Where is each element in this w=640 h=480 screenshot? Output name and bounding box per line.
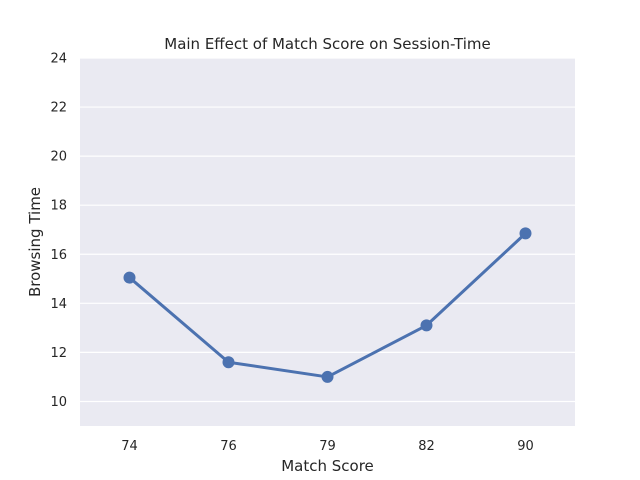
y-tick-24: 24 (50, 52, 67, 67)
x-tick-labels: 74 76 79 82 90 (121, 439, 534, 454)
y-tick-20: 20 (50, 150, 67, 165)
y-tick-10: 10 (50, 395, 67, 410)
y-tick-18: 18 (50, 199, 67, 214)
gridlines (80, 57, 575, 403)
x-tick-74: 74 (121, 439, 138, 454)
data-point-90 (519, 227, 532, 240)
data-point-82 (420, 319, 433, 332)
data-point-79 (321, 370, 334, 383)
y-tick-14: 14 (50, 297, 67, 312)
x-tick-76: 76 (220, 439, 237, 454)
y-tick-12: 12 (50, 346, 67, 361)
x-tick-82: 82 (418, 439, 435, 454)
x-tick-90: 90 (517, 439, 534, 454)
chart-title: Main Effect of Match Score on Session-Ti… (164, 35, 490, 53)
y-axis-label: Browsing Time (26, 187, 44, 297)
x-axis-label: Match Score (281, 457, 374, 475)
data-point-76 (222, 356, 235, 369)
y-tick-labels: 10 12 14 16 18 20 22 24 (50, 52, 67, 410)
x-tick-79: 79 (319, 439, 336, 454)
y-tick-22: 22 (50, 101, 67, 116)
plot-area (80, 58, 575, 426)
series-layer (123, 227, 532, 383)
data-point-74 (123, 271, 136, 284)
y-tick-16: 16 (50, 248, 67, 263)
